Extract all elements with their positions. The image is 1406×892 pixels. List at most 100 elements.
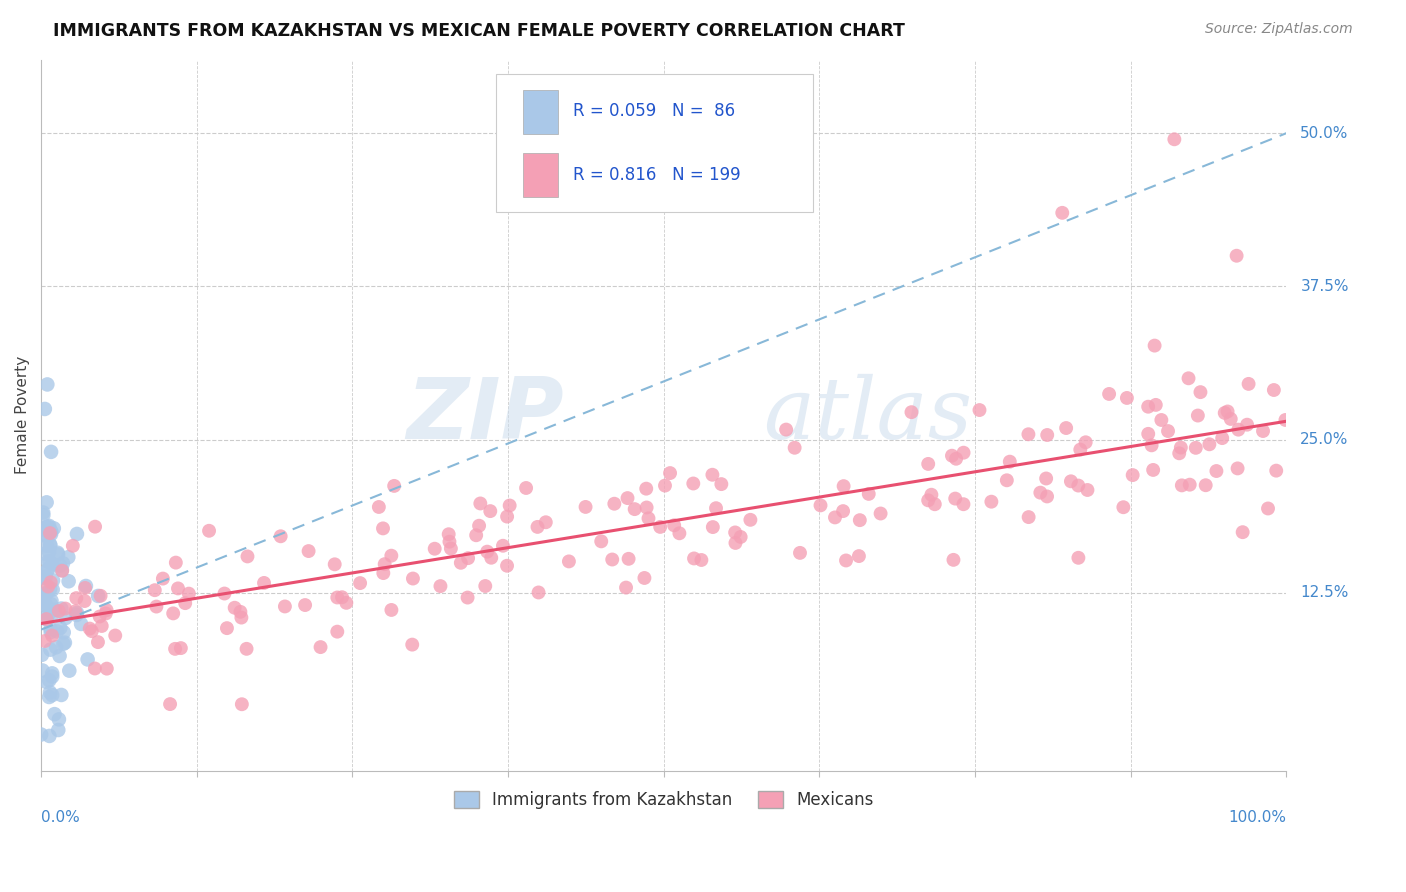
Point xyxy=(1112,500,1135,515)
Point xyxy=(274,599,297,614)
Point xyxy=(104,628,127,642)
Point xyxy=(496,509,519,524)
Point xyxy=(65,591,87,606)
Point xyxy=(824,510,846,524)
FancyBboxPatch shape xyxy=(496,74,813,212)
Point xyxy=(498,499,520,513)
Point xyxy=(41,629,63,643)
Point xyxy=(659,466,682,480)
Point xyxy=(1198,437,1220,451)
Point xyxy=(945,451,967,466)
Point xyxy=(1251,424,1274,438)
Point xyxy=(724,536,747,550)
Point xyxy=(1237,376,1260,391)
Point xyxy=(654,478,676,492)
Point xyxy=(730,530,752,544)
Point xyxy=(943,491,966,506)
Point xyxy=(724,525,747,540)
Point xyxy=(440,541,463,556)
Point xyxy=(41,608,63,623)
Point xyxy=(48,604,70,618)
Point xyxy=(1074,435,1097,450)
Point xyxy=(31,648,53,662)
Point xyxy=(152,572,174,586)
Point xyxy=(1232,525,1254,540)
Point xyxy=(924,497,946,511)
Point xyxy=(1140,438,1163,452)
Point xyxy=(682,476,704,491)
Point xyxy=(73,581,96,595)
Point xyxy=(457,551,479,566)
Point xyxy=(710,477,733,491)
Point xyxy=(457,591,479,605)
Text: 37.5%: 37.5% xyxy=(1301,279,1348,293)
Point xyxy=(952,497,974,511)
Point xyxy=(37,600,59,615)
Point xyxy=(600,552,623,566)
Point xyxy=(858,487,880,501)
Point xyxy=(1029,485,1052,500)
Point xyxy=(79,622,101,636)
Point xyxy=(44,707,66,722)
Point xyxy=(917,493,939,508)
Point xyxy=(1076,483,1098,497)
Point xyxy=(614,581,637,595)
Point xyxy=(51,564,73,578)
Point xyxy=(1205,464,1227,478)
Point xyxy=(668,526,690,541)
Point xyxy=(1168,446,1191,460)
Point xyxy=(380,549,402,563)
Point xyxy=(450,556,472,570)
Point xyxy=(65,607,87,622)
Point xyxy=(1195,478,1218,492)
Point xyxy=(174,596,197,610)
Point xyxy=(51,688,73,702)
Point xyxy=(527,585,550,599)
Point xyxy=(165,641,187,656)
Point xyxy=(70,616,93,631)
Point xyxy=(32,506,55,520)
Point xyxy=(980,494,1002,508)
Point xyxy=(52,625,75,640)
Point xyxy=(1219,412,1241,426)
Point xyxy=(35,495,58,509)
Point xyxy=(636,482,658,496)
Point xyxy=(34,547,56,561)
Point xyxy=(309,640,332,654)
Point xyxy=(942,553,965,567)
Point xyxy=(31,664,53,678)
Point xyxy=(46,624,69,639)
Point xyxy=(492,539,515,553)
Point xyxy=(783,441,806,455)
Point xyxy=(1226,249,1249,263)
Point xyxy=(38,519,60,533)
Point xyxy=(96,662,118,676)
Point xyxy=(34,401,56,416)
Point xyxy=(775,423,797,437)
Point xyxy=(810,499,832,513)
Point xyxy=(1036,428,1059,442)
Point xyxy=(49,621,72,635)
Point xyxy=(637,511,659,525)
Point xyxy=(32,508,55,523)
Point xyxy=(1177,371,1199,385)
Point xyxy=(832,504,855,518)
Point xyxy=(38,555,60,569)
Point xyxy=(159,697,181,711)
Point xyxy=(1137,400,1160,414)
Point xyxy=(46,548,69,562)
Point xyxy=(1184,441,1206,455)
Point xyxy=(32,570,55,584)
Point xyxy=(34,527,56,541)
Point xyxy=(662,518,685,533)
Point xyxy=(39,538,62,552)
Point xyxy=(34,634,56,648)
Text: ZIP: ZIP xyxy=(406,374,564,457)
Point xyxy=(38,729,60,743)
Point xyxy=(39,445,62,459)
Point xyxy=(39,625,62,640)
Point xyxy=(58,664,80,678)
Point xyxy=(1189,385,1212,400)
Point xyxy=(1236,417,1258,432)
Point xyxy=(46,723,69,737)
